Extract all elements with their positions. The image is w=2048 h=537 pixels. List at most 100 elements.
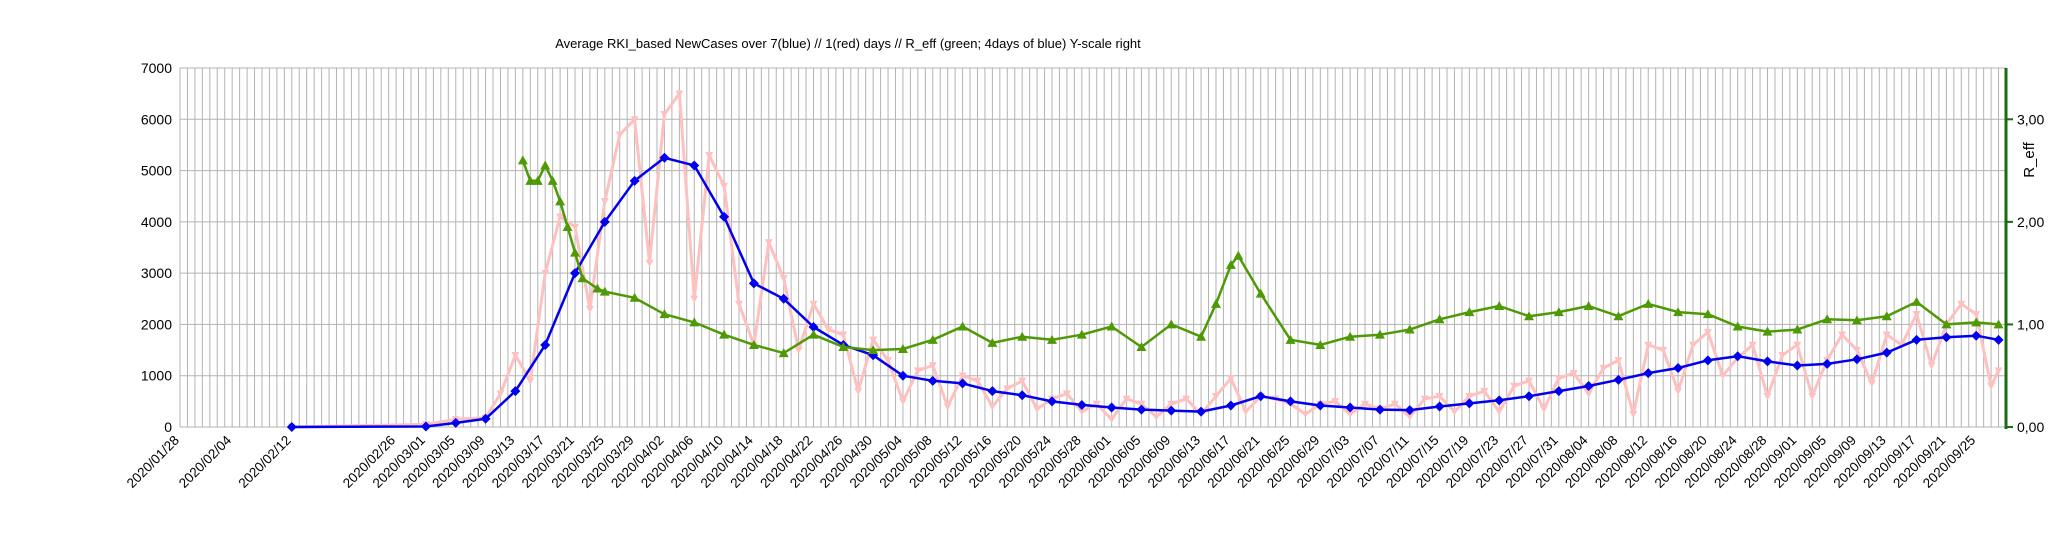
series-point-blue [629,175,640,186]
series-point-red [1584,390,1593,398]
series-point-red [526,377,535,385]
series-point-green [1881,311,1892,321]
series-point-green [532,175,543,185]
series-point-green [1166,319,1177,329]
series-point-red [571,223,580,231]
series-point-green [1494,300,1505,310]
series-point-red [1346,410,1355,419]
series-point-green [1464,307,1475,317]
series-point-red [1167,400,1176,408]
series-layer [286,90,2004,432]
series-point-green [1971,317,1982,327]
series-line-blue [291,156,1999,429]
series-point-red [1450,408,1459,416]
series-point-blue [927,375,938,386]
series-point-red [496,390,505,398]
series-point-green [838,341,849,351]
series-point-blue [808,321,819,332]
series-point-blue [1345,402,1356,413]
series-point-blue [748,278,759,289]
series-point-red [1912,310,1921,319]
series-point-red [1554,375,1563,383]
series-point-red [1927,362,1936,370]
series-point-red [764,239,773,247]
series-point-green [592,283,603,293]
series-point-red [1614,357,1623,365]
series-point-red [898,398,907,406]
series-point-green [1941,319,1952,329]
series-point-red [1852,346,1861,355]
series-point-green [689,317,700,327]
series-point-blue [1613,374,1624,385]
series-point-green [1345,331,1356,341]
series-point-blue [480,413,491,424]
series-point-green [577,273,588,283]
series-point-red [854,387,863,396]
series-point-green [1210,298,1221,308]
series-point-blue [1762,356,1773,367]
series-point-blue [1732,351,1743,362]
series-point-red [1420,395,1429,403]
series-point-green [599,286,610,296]
series-point-red [884,357,893,365]
series-point-green [517,155,528,165]
series-point-red [1152,413,1161,421]
series-point-blue [1822,358,1833,369]
series-point-green [719,329,730,339]
series-point-red [1480,387,1489,396]
series-point-red [1674,387,1683,396]
series-point-red [1405,413,1414,421]
series-point-blue [778,293,789,304]
series-point-red [824,326,833,334]
chart-title: Average RKI_based NewCases over 7(blue) … [555,36,1141,51]
series-point-green [748,339,759,349]
series-point-red [913,367,922,375]
series-point-blue [510,386,521,397]
series-point-green [629,292,640,302]
series-point-green [1613,311,1624,321]
series-point-red [1987,382,1996,390]
series-point-red [1703,328,1712,337]
series-point-red [1867,380,1876,388]
series-point-red [839,331,848,339]
series-point-green [1404,324,1415,334]
series-point-blue [599,216,610,227]
series-point-blue [450,417,461,428]
series-point-green [1792,324,1803,334]
series-point-green [1822,314,1833,324]
series-point-green [778,348,789,358]
y-axis-right-tick-label: 3,00 [2017,111,2044,127]
series-point-green [868,345,879,355]
series-point-green [1315,339,1326,349]
series-point-blue [719,211,730,222]
series-point-red [1994,367,2003,375]
y-axis-left-tick-label: 6000 [141,111,172,127]
series-point-blue [1464,398,1475,409]
series-point-red [1226,375,1235,383]
series-point-red [1465,393,1474,401]
y-axis-left-tick-label: 3000 [141,265,172,281]
series-point-red [1778,352,1787,360]
y-axis-right-tick-label: 0,00 [2017,419,2044,435]
series-point-blue [897,370,908,381]
series-point-red [556,213,565,221]
series-point-red [660,110,669,119]
series-point-red [809,300,818,308]
series-point-red [1390,400,1399,408]
series-point-blue [1225,400,1236,411]
series-point-red [1838,331,1847,339]
series-point-red [1882,331,1891,339]
series-point-green [1076,329,1087,339]
series-point-blue [1643,368,1654,379]
series-point-green [525,175,536,185]
series-point-green [570,247,581,257]
y-axis-left-tick-label: 0 [164,419,172,435]
series-point-red [1793,341,1802,349]
series-point-blue [420,421,431,432]
series-point-blue [1106,402,1117,413]
series-point-blue [689,160,700,171]
series-point-blue [1166,405,1177,416]
y-axis-left-tick-label: 7000 [141,60,172,76]
series-point-blue [1136,404,1147,415]
